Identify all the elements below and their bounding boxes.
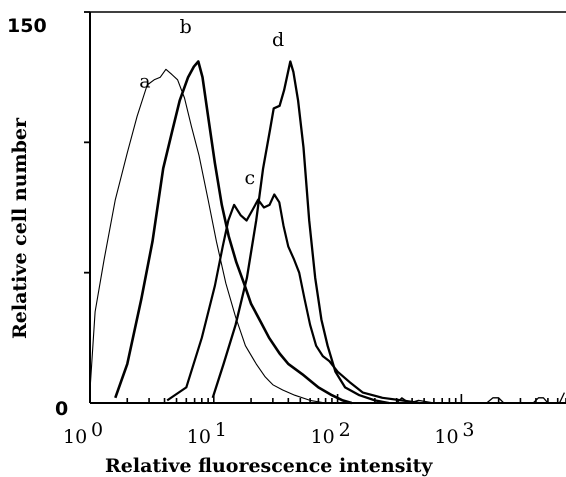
series-a-line (89, 68, 326, 404)
series-label-c: c (244, 167, 255, 189)
series-label-d: d (272, 29, 284, 51)
y-axis-title: Relative cell number (9, 117, 31, 339)
series-label-a: a (139, 71, 150, 93)
x-tick-label-exponent: 3 (462, 419, 474, 441)
x-tick-label-exponent: 1 (215, 419, 227, 441)
series-label-b: b (180, 16, 192, 38)
x-axis-title: Relative fluorescence intensity (105, 455, 433, 477)
x-tick-label-base: 10 (187, 426, 211, 448)
x-tick-label-exponent: 0 (91, 419, 103, 441)
x-tick-label-base: 10 (63, 426, 87, 448)
series-d-line (211, 60, 390, 405)
x-tick-label-base: 10 (311, 426, 335, 448)
series-b-line (114, 60, 353, 405)
series-c-line (166, 193, 420, 405)
y-tick-label: 0 (55, 398, 68, 420)
y-tick-label: 150 (7, 15, 47, 37)
background-trace-line (359, 392, 565, 404)
x-tick-label-base: 10 (434, 426, 458, 448)
x-tick-label-exponent: 2 (339, 419, 351, 441)
chart-series (89, 60, 565, 405)
